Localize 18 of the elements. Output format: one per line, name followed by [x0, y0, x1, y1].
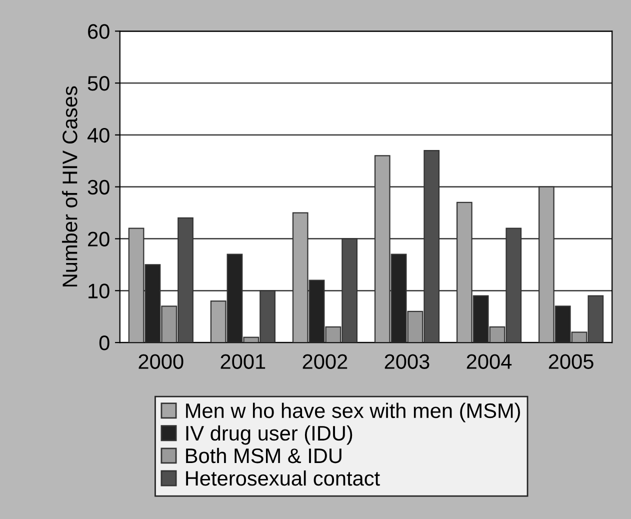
x-tick-label: 2001 — [220, 354, 266, 369]
legend-label: Heterosexual contact — [186, 470, 380, 486]
y-tick-label: 60 — [88, 24, 110, 39]
x-tick-label: 2004 — [466, 354, 512, 369]
legend-label: IV drug user (IDU) — [186, 425, 352, 445]
legend-label: Men w ho have sex with men (MSM) — [186, 402, 520, 422]
y-tick-label: 20 — [88, 232, 110, 246]
x-tick-label: 2002 — [302, 354, 348, 369]
y-tick-label: 10 — [88, 284, 110, 298]
y-tick-label: 50 — [88, 76, 110, 91]
y-axis-title: Number of HIV Cases — [62, 86, 78, 286]
x-tick-label: 2000 — [138, 354, 184, 369]
y-tick-label: 0 — [99, 336, 110, 350]
y-tick-label: 40 — [87, 128, 110, 143]
y-tick-label: 30 — [88, 180, 110, 195]
x-tick-label: 2003 — [384, 354, 430, 369]
x-tick-label: 2005 — [548, 354, 594, 369]
legend-label: Both MSM & IDU — [186, 448, 342, 464]
